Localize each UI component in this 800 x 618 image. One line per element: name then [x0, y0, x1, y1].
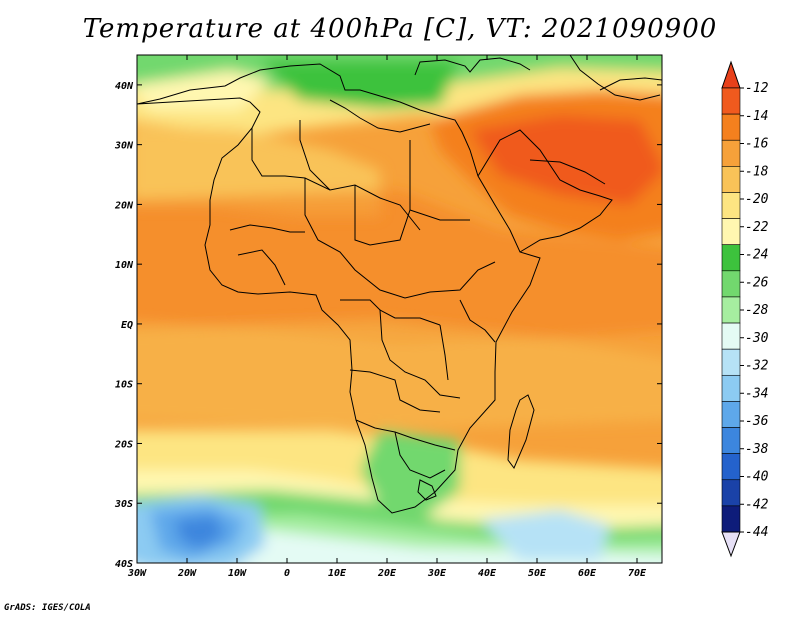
lat-tick-label: 30S — [114, 499, 133, 510]
colorbar-swatch — [721, 166, 741, 193]
colorbar-swatch — [721, 505, 741, 533]
lon-tick-label: 30E — [427, 568, 447, 579]
colorbar-swatch — [721, 87, 741, 115]
colorbar-label: -30 — [745, 331, 769, 346]
colorbar-swatch — [721, 296, 741, 324]
colorbar-label: -22 — [745, 220, 769, 235]
map-frame — [136, 54, 663, 564]
temperature-field — [137, 55, 662, 563]
colorbar-swatch — [721, 401, 741, 428]
colorbar-label: -12 — [745, 81, 769, 96]
colorbar-label: -44 — [745, 525, 768, 540]
colorbar-swatch — [721, 348, 741, 376]
colorbar-label: -36 — [745, 414, 769, 429]
lon-tick-label: 20E — [377, 568, 397, 579]
lat-tick-label: 20S — [114, 439, 133, 450]
lon-tick-label: 0 — [284, 568, 290, 579]
colorbar-swatch — [721, 427, 741, 454]
lon-tick-label: 70E — [628, 568, 647, 579]
colorbar-under-arrow — [721, 531, 741, 558]
chart-title: Temperature at 400hPa [C], VT: 202109090… — [82, 14, 718, 44]
lon-tick-label: 60E — [578, 568, 597, 579]
colorbar-label: -24 — [745, 248, 768, 263]
lon-tick-label: 30W — [127, 568, 147, 579]
colorbar-label: -32 — [745, 359, 769, 374]
colorbar-label: -20 — [745, 192, 769, 207]
colorbar-swatch — [721, 218, 741, 246]
colorbar-label: -18 — [745, 164, 769, 179]
colorbar-label: -42 — [745, 497, 769, 512]
colorbar: -12 -14 -16 -18 -20 -22 -24 -26 -28 -30 -32 -34 -36 -… — [721, 60, 769, 558]
colorbar-swatch — [721, 453, 741, 481]
colorbar-label: -34 — [745, 386, 768, 401]
lat-tick-label: 10N — [115, 260, 134, 271]
colorbar-swatch — [721, 113, 741, 141]
coastlines — [137, 55, 662, 514]
colorbar-over-arrow — [721, 60, 741, 89]
colorbar-swatch — [721, 479, 741, 507]
lon-tick-label: 10E — [328, 568, 347, 579]
colorbar-label: -38 — [745, 442, 769, 457]
colorbar-swatch — [721, 270, 741, 298]
longitude-axis: 30W 20W 10W 0 10E 20E 30E 40E 50E 60E 70E — [127, 55, 647, 579]
lat-tick-label: EQ — [121, 320, 133, 331]
lat-tick-label: 40N — [115, 81, 134, 92]
lon-tick-label: 50E — [528, 568, 547, 579]
colorbar-swatch — [721, 322, 741, 350]
colorbar-swatch — [721, 192, 741, 219]
colorbar-label: -28 — [745, 303, 769, 318]
lat-tick-label: 30N — [114, 141, 134, 152]
colorbar-label: -26 — [745, 275, 769, 290]
lon-tick-label: 10W — [228, 568, 247, 579]
colorbar-swatch — [721, 374, 741, 402]
lat-tick-label: 10S — [115, 380, 133, 391]
colorbar-label: -14 — [745, 109, 768, 124]
colorbar-label: -16 — [745, 137, 769, 152]
colorbar-swatch — [721, 244, 741, 272]
lon-tick-label: 40E — [478, 568, 497, 579]
lat-tick-label: 20N — [114, 200, 134, 211]
latitude-axis: 40S 30S 20S 10S EQ 10N 20N 30N 40N — [114, 81, 662, 570]
lat-tick-label: 40S — [115, 559, 133, 570]
credit-label: GrADS: IGES/COLA — [4, 603, 91, 613]
lon-tick-label: 20W — [177, 568, 197, 579]
colorbar-label: -40 — [745, 470, 769, 485]
colorbar-swatch — [721, 139, 741, 167]
